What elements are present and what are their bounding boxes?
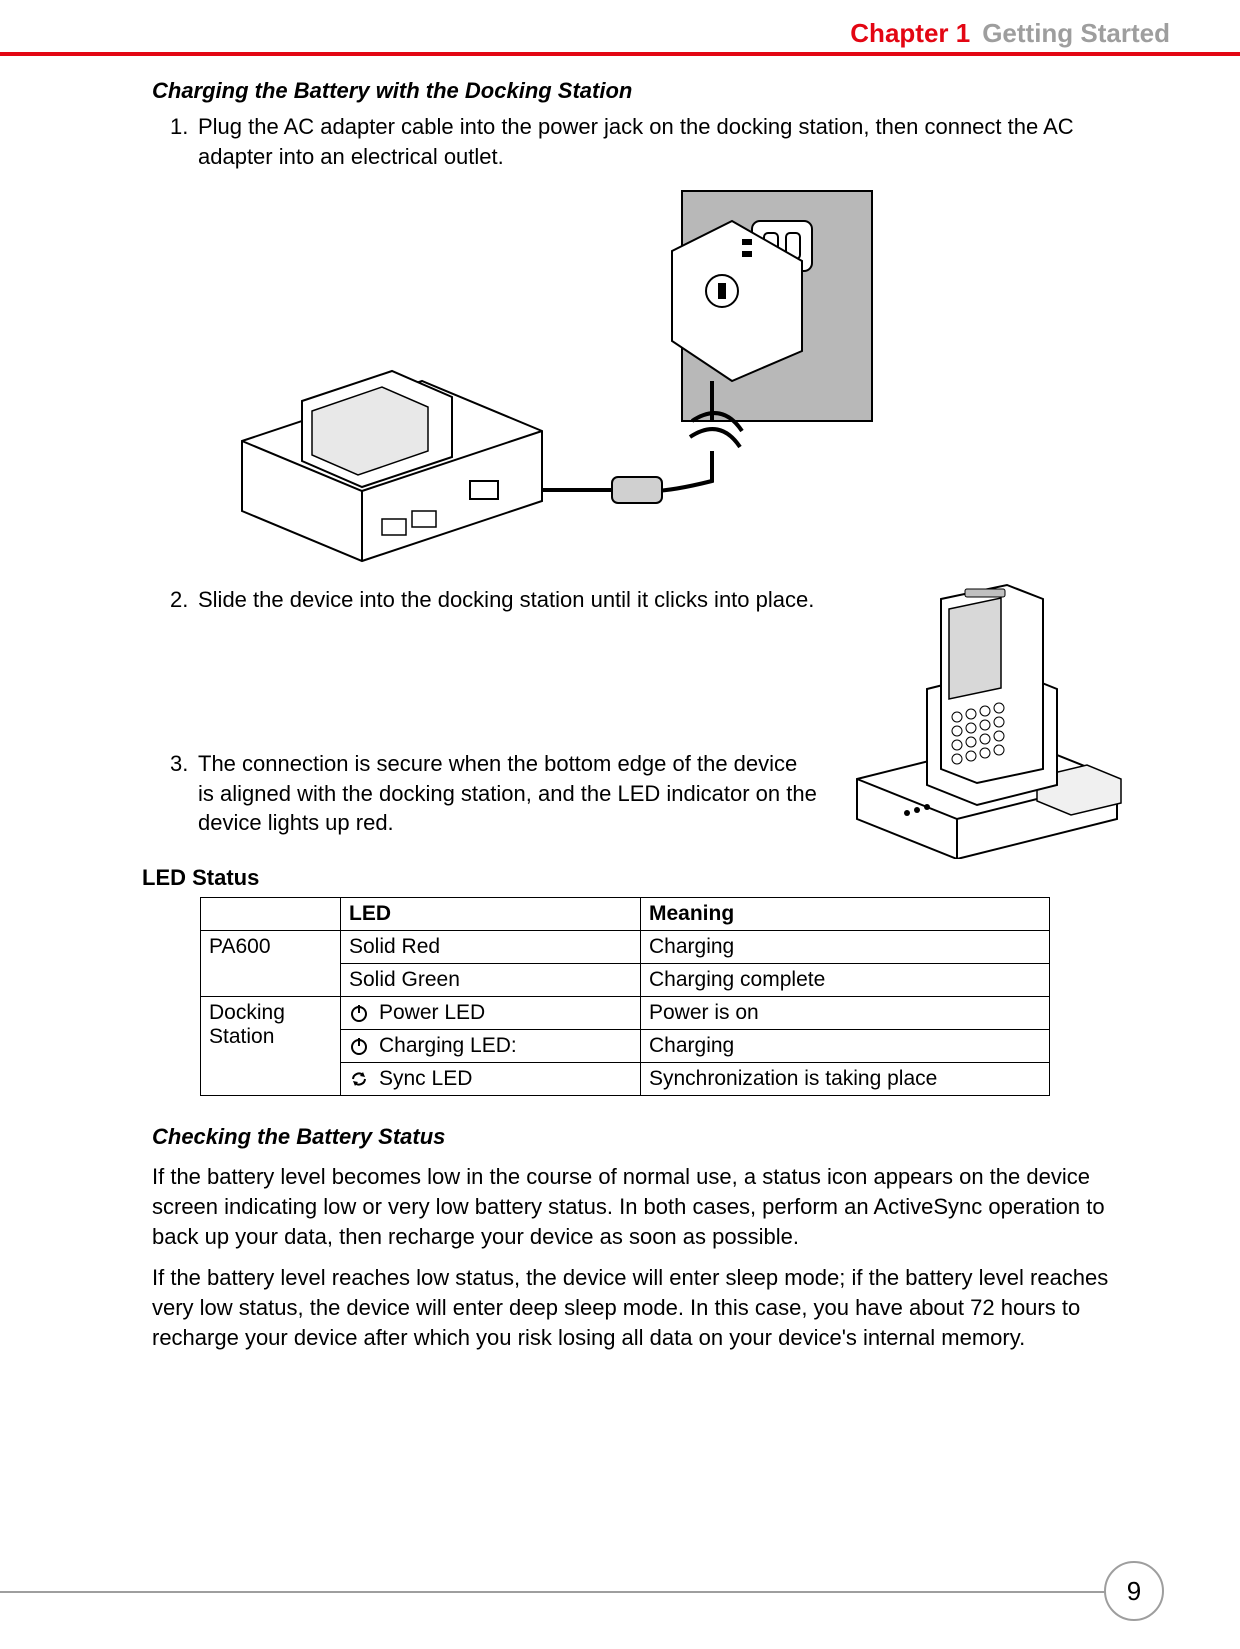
meaning-cell: Charging [641, 1030, 1050, 1063]
led-cell: Solid Red [341, 931, 641, 964]
group-label: PA600 [201, 931, 341, 997]
group-label: Docking Station [201, 997, 341, 1096]
led-cell: Solid Green [341, 964, 641, 997]
table-header-blank [201, 898, 341, 931]
led-label: Sync LED [379, 1067, 472, 1091]
step-number: 2. [152, 585, 198, 615]
step-1: 1. Plug the AC adapter cable into the po… [152, 112, 1137, 171]
sync-icon [349, 1069, 369, 1089]
table-header-row: LED Meaning [201, 898, 1050, 931]
step-number: 1. [152, 112, 198, 171]
steps-2-3-row: 2. Slide the device into the docking sta… [152, 585, 1137, 859]
meaning-cell: Charging [641, 931, 1050, 964]
figure-docking-adapter [212, 181, 932, 571]
chapter-title: Getting Started [982, 18, 1170, 49]
power-icon [349, 1003, 369, 1023]
section-title-charging: Charging the Battery with the Docking St… [152, 78, 1137, 104]
meaning-cell: Synchronization is taking place [641, 1063, 1050, 1096]
figure-device-in-dock [837, 579, 1137, 859]
led-label: Power LED [379, 1001, 485, 1025]
led-cell: Sync LED [341, 1063, 641, 1096]
page-content: Charging the Battery with the Docking St… [152, 78, 1137, 1353]
page-header: Chapter 1 Getting Started [850, 18, 1170, 49]
page-number: 9 [1104, 1561, 1164, 1621]
table-row: PA600 Solid Red Charging [201, 931, 1050, 964]
body-paragraph: If the battery level becomes low in the … [152, 1162, 1137, 1251]
table-header-led: LED [341, 898, 641, 931]
led-status-table: LED Meaning PA600 Solid Red Charging Sol… [200, 897, 1050, 1096]
step-text: Plug the AC adapter cable into the power… [198, 112, 1137, 171]
section-title-battery-status: Checking the Battery Status [152, 1124, 1137, 1150]
step-3: 3. The connection is secure when the bot… [152, 749, 817, 838]
led-cell: Power LED [341, 997, 641, 1030]
step-number: 3. [152, 749, 198, 838]
device-in-dock-illustration-svg [837, 579, 1137, 859]
chapter-label: Chapter 1 [850, 18, 970, 49]
meaning-cell: Charging complete [641, 964, 1050, 997]
led-status-heading: LED Status [142, 865, 1137, 891]
page-number-text: 9 [1127, 1576, 1141, 1607]
header-rule [0, 52, 1240, 56]
step-text: Slide the device into the docking statio… [198, 585, 817, 615]
meaning-cell: Power is on [641, 997, 1050, 1030]
docking-adapter-illustration-svg [212, 181, 932, 571]
step-2: 2. Slide the device into the docking sta… [152, 585, 817, 615]
section-battery-status: Checking the Battery Status If the batte… [152, 1124, 1137, 1352]
led-cell: Charging LED: [341, 1030, 641, 1063]
step-text: The connection is secure when the bottom… [198, 749, 817, 838]
body-paragraph: If the battery level reaches low status,… [152, 1263, 1137, 1352]
power-icon [349, 1036, 369, 1056]
footer-rule [0, 1591, 1112, 1593]
table-row: Docking Station Power LED Power is on [201, 997, 1050, 1030]
table-header-meaning: Meaning [641, 898, 1050, 931]
led-label: Charging LED: [379, 1034, 517, 1058]
